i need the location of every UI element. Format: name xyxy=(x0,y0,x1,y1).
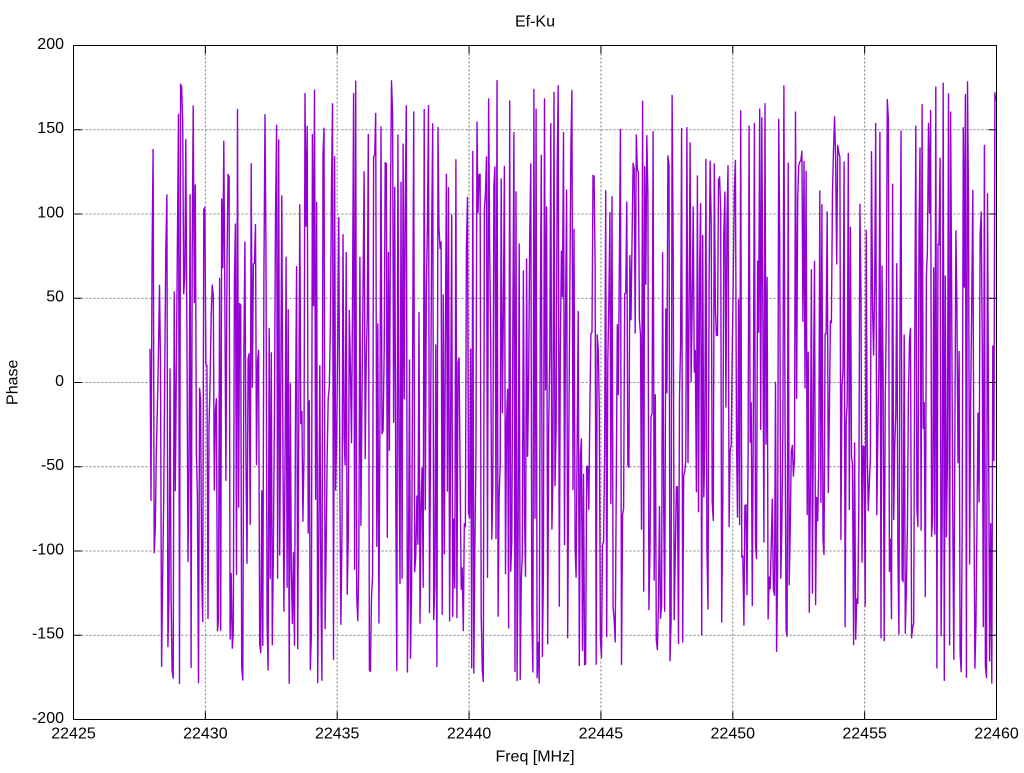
svg-text:22455: 22455 xyxy=(842,726,887,743)
svg-text:22460: 22460 xyxy=(974,726,1019,743)
svg-text:-50: -50 xyxy=(41,457,64,474)
svg-text:22425: 22425 xyxy=(51,726,96,743)
svg-text:200: 200 xyxy=(37,36,64,53)
svg-text:Freq [MHz]: Freq [MHz] xyxy=(495,749,574,766)
svg-text:-100: -100 xyxy=(32,541,64,558)
svg-text:-200: -200 xyxy=(32,710,64,727)
svg-text:22430: 22430 xyxy=(183,726,228,743)
svg-text:50: 50 xyxy=(46,289,64,306)
svg-text:0: 0 xyxy=(55,373,64,390)
svg-text:22445: 22445 xyxy=(579,726,624,743)
svg-text:150: 150 xyxy=(37,120,64,137)
svg-text:100: 100 xyxy=(37,204,64,221)
svg-text:Ef-Ku: Ef-Ku xyxy=(515,14,555,31)
svg-text:-150: -150 xyxy=(32,626,64,643)
svg-text:22450: 22450 xyxy=(711,726,756,743)
svg-text:Phase: Phase xyxy=(5,359,22,404)
svg-text:22440: 22440 xyxy=(447,726,492,743)
svg-text:22435: 22435 xyxy=(315,726,360,743)
